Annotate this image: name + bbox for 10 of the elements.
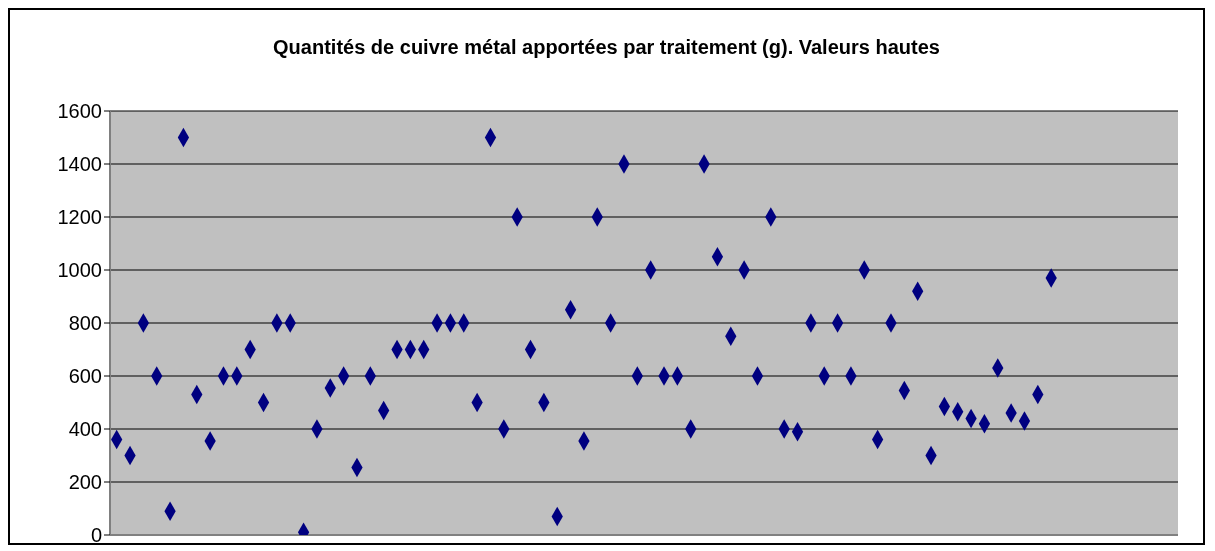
y-tick-label: 1000 <box>57 259 102 282</box>
y-tick-label: 600 <box>68 365 102 388</box>
y-tick-label: 1200 <box>57 206 102 229</box>
y-tick-label: 1600 <box>57 100 102 123</box>
y-tick-label: 800 <box>68 312 102 335</box>
y-tick-label: 200 <box>68 471 102 494</box>
y-tick-label: 1400 <box>57 153 102 176</box>
y-tick-label: 400 <box>68 418 102 441</box>
y-tick-label: 0 <box>90 524 102 547</box>
chart-title: Quantités de cuivre métal apportées par traitement (g). Valeurs hautes <box>272 36 941 59</box>
